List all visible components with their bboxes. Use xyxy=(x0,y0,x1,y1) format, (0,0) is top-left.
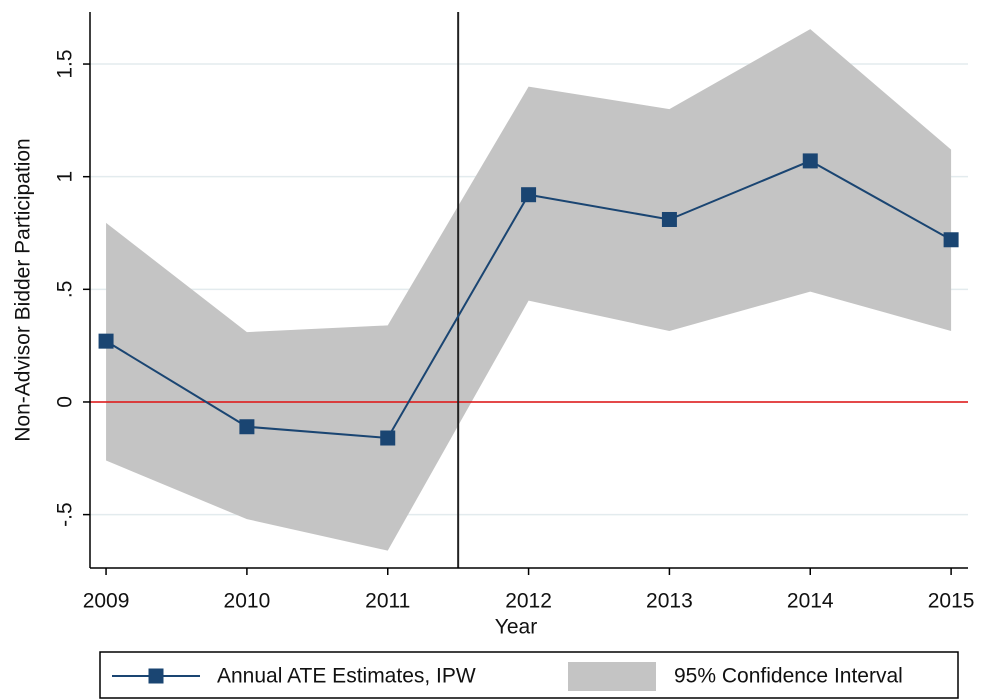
y-axis-title: Non-Advisor Bidder Participation xyxy=(12,138,35,441)
y-tick-label: .5 xyxy=(54,281,77,299)
x-tick-label: 2014 xyxy=(787,590,834,613)
legend-marker xyxy=(148,668,164,684)
x-tick-label: 2010 xyxy=(224,590,271,613)
legend-label: 95% Confidence Interval xyxy=(674,665,903,688)
y-tick-label: 1 xyxy=(54,171,77,183)
legend-box xyxy=(99,651,959,699)
point-marker xyxy=(802,153,818,169)
point-marker xyxy=(239,419,255,435)
point-marker xyxy=(943,232,959,248)
point-marker xyxy=(521,187,537,203)
confidence-band xyxy=(106,29,952,551)
x-tick-label: 2015 xyxy=(928,590,975,613)
point-marker xyxy=(98,333,114,349)
x-axis-title: Year xyxy=(495,616,537,639)
point-marker xyxy=(380,430,396,446)
legend-swatch xyxy=(568,662,656,691)
y-tick-label: 0 xyxy=(54,396,77,408)
y-tick-label: 1.5 xyxy=(54,49,77,78)
x-tick-label: 2009 xyxy=(83,590,130,613)
legend-label: Annual ATE Estimates, IPW xyxy=(217,665,476,688)
y-tick-label: -.5 xyxy=(54,502,77,527)
x-tick-label: 2013 xyxy=(646,590,693,613)
x-tick-label: 2011 xyxy=(365,590,410,613)
x-tick-label: 2012 xyxy=(505,590,552,613)
point-marker xyxy=(661,211,677,227)
